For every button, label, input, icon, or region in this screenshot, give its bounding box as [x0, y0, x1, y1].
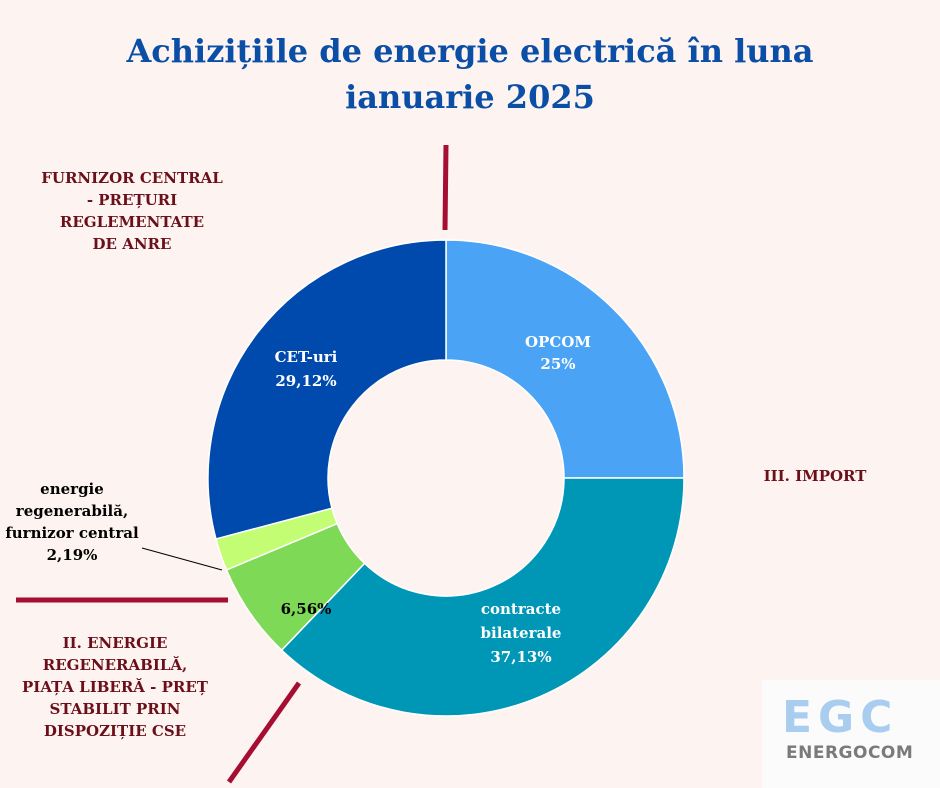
label-cet: CET-uri 29,12% [275, 348, 338, 390]
leader-line-regenerabila-central [141, 547, 223, 571]
group-central-line: DE ANRE [92, 235, 172, 253]
label-regenerabila-piata-line: 6,56% [281, 600, 332, 618]
leader-lines [141, 547, 223, 571]
donut-slices [207, 239, 685, 717]
group-regen-line: DISPOZIȚIE CSE [43, 722, 187, 740]
slice-labels: OPCOM 25% contracte bilaterale 37,13% 6,56% en… [5, 333, 591, 666]
chart-title-line-2: ianuarie 2025 [345, 78, 595, 116]
group-dividers [16, 144, 449, 784]
label-opcom: OPCOM 25% [525, 333, 591, 373]
logo-mark: EGC [782, 692, 899, 743]
slice-cet [207, 239, 447, 540]
group-label-import: III. IMPORT [750, 465, 880, 487]
label-contracte-bilaterale: contracte bilaterale 37,13% [481, 600, 562, 666]
label-regenerabila-central: energie regenerabilă, furnizor central 2,19… [5, 480, 139, 564]
divider-bottom [226, 681, 302, 784]
egc-logo: EGC ENERGOCOM [762, 680, 940, 788]
label-opcom-line: OPCOM [525, 333, 591, 351]
group-import-line: III. IMPORT [763, 467, 867, 485]
group-central-line: REGLEMENTATE [59, 213, 205, 231]
group-central-line: FURNIZOR CENTRAL [41, 169, 223, 187]
slice-opcom [445, 239, 685, 479]
group-label-regen: II. ENERGIE REGENERABILĂ, PIAȚA LIBERĂ -… [10, 632, 220, 742]
label-contracte-bilaterale-line: bilaterale [481, 624, 562, 642]
group-regen-line: PIAȚA LIBERĂ - PREȚ [22, 678, 208, 696]
group-regen-line: REGENERABILĂ, [42, 656, 188, 674]
group-regen-line: II. ENERGIE [62, 634, 168, 652]
label-regenerabila-central-line: regenerabilă, [16, 502, 128, 520]
label-cet-line: 29,12% [275, 372, 336, 390]
group-label-central: FURNIZOR CENTRAL - PREȚURI REGLEMENTATE … [22, 167, 242, 255]
label-contracte-bilaterale-line: 37,13% [490, 648, 551, 666]
group-central-line: - PREȚURI [86, 191, 178, 209]
divider-top [442, 144, 449, 231]
chart-title: Achizițiile de energie electrică în luna… [0, 28, 940, 120]
label-regenerabila-central-line: energie [40, 480, 104, 498]
label-regenerabila-central-line: furnizor central [5, 524, 139, 542]
label-regenerabila-central-line: 2,19% [47, 546, 98, 564]
logo-wordmark: ENERGOCOM [786, 743, 914, 763]
label-regenerabila-piata: 6,56% [281, 600, 332, 618]
group-regen-line: STABILIT PRIN [49, 700, 181, 718]
label-contracte-bilaterale-line: contracte [481, 600, 561, 618]
label-opcom-line: 25% [540, 355, 575, 373]
label-cet-line: CET-uri [275, 348, 338, 366]
slice-contracte-bilaterale [280, 477, 685, 717]
chart-title-line-1: Achizițiile de energie electrică în luna [126, 32, 814, 70]
